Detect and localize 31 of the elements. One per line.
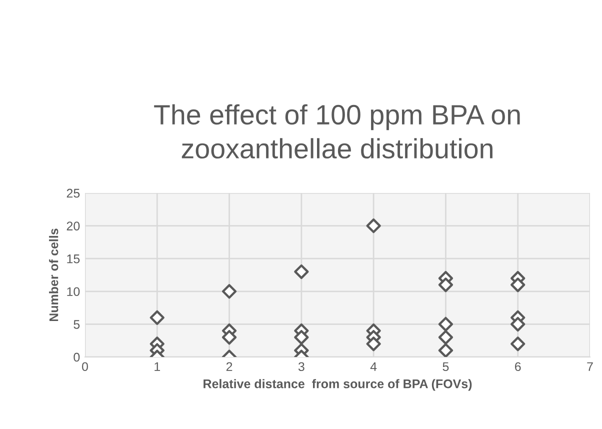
point xyxy=(510,278,526,292)
chart-title: The effect of 100 ppm BPA on zooxanthellae distribution xyxy=(154,104,520,159)
point xyxy=(222,330,237,345)
y-tick-label: 15 xyxy=(67,254,80,264)
point xyxy=(294,264,309,280)
x-axis-title: Relative distance from source of BPA (FOVs) xyxy=(204,379,472,391)
x-tick-label: 6 xyxy=(515,362,521,372)
x-tick-label: 3 xyxy=(298,362,304,372)
y-tick-label: 25 xyxy=(66,188,80,198)
point xyxy=(510,336,526,352)
point xyxy=(366,218,381,234)
y-tick-label: 20 xyxy=(66,222,80,230)
x-tick-label: 7 xyxy=(587,362,593,371)
point xyxy=(438,330,454,345)
point xyxy=(438,316,454,332)
point xyxy=(438,278,454,292)
point xyxy=(366,336,381,352)
x-tick-label: 1 xyxy=(154,362,160,371)
point xyxy=(294,330,309,345)
point xyxy=(438,343,454,357)
y-tick-label: 10 xyxy=(67,287,80,296)
point xyxy=(150,310,164,325)
y-tick-label: 5 xyxy=(74,320,80,329)
y-axis-title: Number of cells xyxy=(49,228,58,322)
x-tick-label: 5 xyxy=(442,362,449,372)
point xyxy=(510,316,526,332)
y-tick-label: 0 xyxy=(74,352,80,362)
x-tick-label: 0 xyxy=(82,362,88,372)
point xyxy=(222,284,237,299)
x-tick-label: 2 xyxy=(226,362,232,371)
x-tick-label: 4 xyxy=(370,362,377,371)
